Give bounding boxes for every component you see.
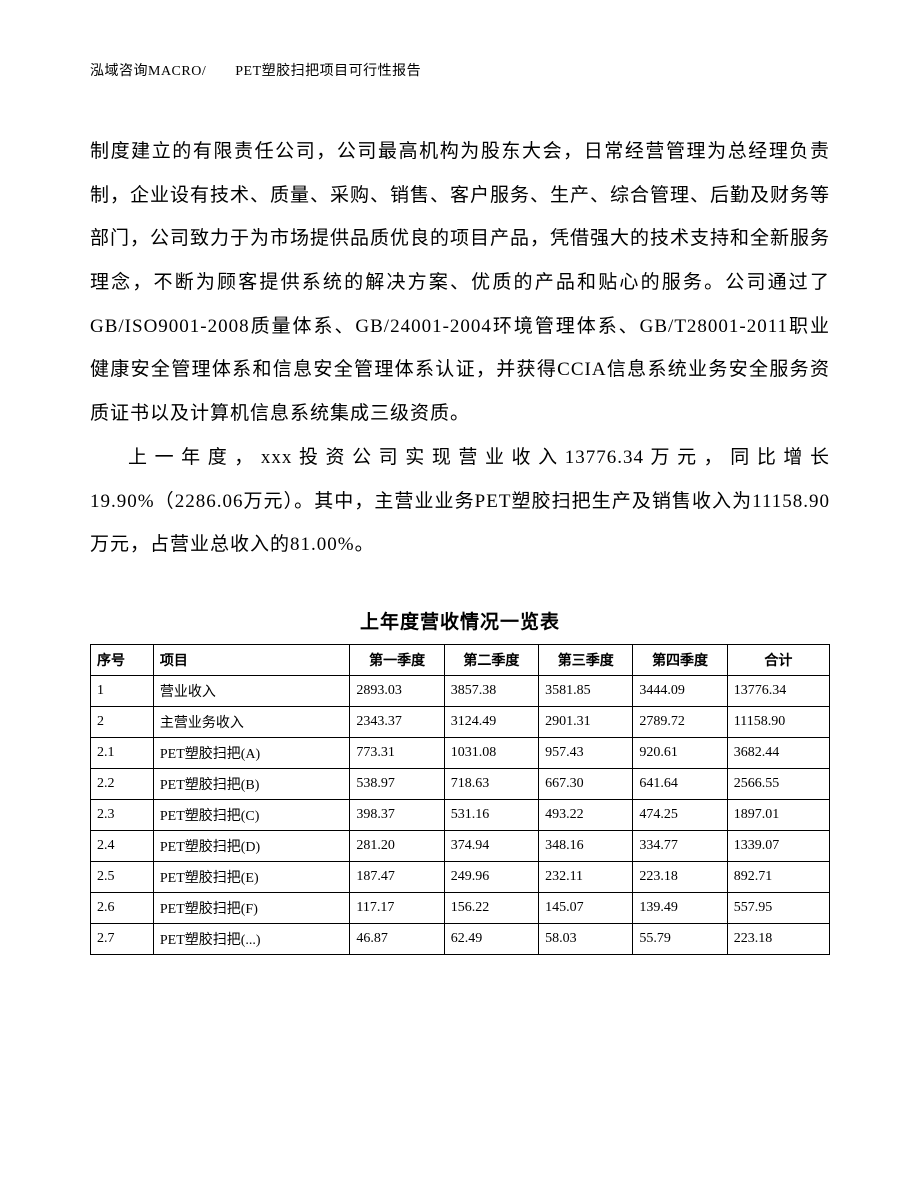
- cell-q3: 232.11: [539, 861, 633, 892]
- cell-total: 557.95: [727, 892, 829, 923]
- cell-q2: 156.22: [444, 892, 538, 923]
- cell-q4: 139.49: [633, 892, 727, 923]
- table-row: 2.3PET塑胶扫把(C)398.37531.16493.22474.25189…: [91, 799, 830, 830]
- table-title: 上年度营收情况一览表: [90, 607, 830, 634]
- page-header: 泓域咨询MACRO/ PET塑胶扫把项目可行性报告: [90, 60, 830, 80]
- cell-q3: 58.03: [539, 923, 633, 954]
- cell-q4: 55.79: [633, 923, 727, 954]
- cell-item: PET塑胶扫把(F): [153, 892, 350, 923]
- body-content: 制度建立的有限责任公司，公司最高机构为股东大会，日常经营管理为总经理负责制，企业…: [90, 130, 830, 567]
- cell-total: 223.18: [727, 923, 829, 954]
- cell-seq: 2.6: [91, 892, 154, 923]
- cell-total: 2566.55: [727, 768, 829, 799]
- header-text: 泓域咨询MACRO/ PET塑胶扫把项目可行性报告: [90, 64, 421, 79]
- cell-item: PET塑胶扫把(A): [153, 737, 350, 768]
- cell-total: 1339.07: [727, 830, 829, 861]
- cell-q3: 667.30: [539, 768, 633, 799]
- cell-q3: 2901.31: [539, 706, 633, 737]
- cell-q2: 718.63: [444, 768, 538, 799]
- cell-item: PET塑胶扫把(C): [153, 799, 350, 830]
- cell-seq: 2.7: [91, 923, 154, 954]
- cell-q4: 334.77: [633, 830, 727, 861]
- cell-q1: 46.87: [350, 923, 444, 954]
- table-row: 2.2PET塑胶扫把(B)538.97718.63667.30641.64256…: [91, 768, 830, 799]
- cell-item: PET塑胶扫把(D): [153, 830, 350, 861]
- table-row: 2.6PET塑胶扫把(F)117.17156.22145.07139.49557…: [91, 892, 830, 923]
- cell-q4: 474.25: [633, 799, 727, 830]
- cell-seq: 2.4: [91, 830, 154, 861]
- col-header-total: 合计: [727, 644, 829, 675]
- table-row: 2.4PET塑胶扫把(D)281.20374.94348.16334.77133…: [91, 830, 830, 861]
- cell-q2: 374.94: [444, 830, 538, 861]
- cell-total: 11158.90: [727, 706, 829, 737]
- cell-q1: 2893.03: [350, 675, 444, 706]
- cell-total: 3682.44: [727, 737, 829, 768]
- cell-q4: 2789.72: [633, 706, 727, 737]
- cell-q3: 3581.85: [539, 675, 633, 706]
- table-row: 2.1PET塑胶扫把(A)773.311031.08957.43920.6136…: [91, 737, 830, 768]
- cell-seq: 2.2: [91, 768, 154, 799]
- cell-q2: 3857.38: [444, 675, 538, 706]
- paragraph-2: 上一年度，xxx投资公司实现营业收入13776.34万元，同比增长19.90%（…: [90, 436, 830, 567]
- revenue-table: 序号 项目 第一季度 第二季度 第三季度 第四季度 合计 1营业收入2893.0…: [90, 644, 830, 955]
- cell-q1: 398.37: [350, 799, 444, 830]
- cell-seq: 2.1: [91, 737, 154, 768]
- cell-q1: 187.47: [350, 861, 444, 892]
- cell-q2: 1031.08: [444, 737, 538, 768]
- col-header-q4: 第四季度: [633, 644, 727, 675]
- cell-seq: 2: [91, 706, 154, 737]
- paragraph-1: 制度建立的有限责任公司，公司最高机构为股东大会，日常经营管理为总经理负责制，企业…: [90, 130, 830, 436]
- cell-q1: 773.31: [350, 737, 444, 768]
- cell-q3: 493.22: [539, 799, 633, 830]
- cell-item: PET塑胶扫把(...): [153, 923, 350, 954]
- cell-q4: 641.64: [633, 768, 727, 799]
- cell-item: 营业收入: [153, 675, 350, 706]
- cell-q4: 223.18: [633, 861, 727, 892]
- table-row: 1营业收入2893.033857.383581.853444.0913776.3…: [91, 675, 830, 706]
- cell-q3: 145.07: [539, 892, 633, 923]
- cell-seq: 2.3: [91, 799, 154, 830]
- col-header-seq: 序号: [91, 644, 154, 675]
- col-header-q2: 第二季度: [444, 644, 538, 675]
- cell-item: 主营业务收入: [153, 706, 350, 737]
- cell-item: PET塑胶扫把(E): [153, 861, 350, 892]
- cell-q2: 62.49: [444, 923, 538, 954]
- col-header-item: 项目: [153, 644, 350, 675]
- cell-total: 1897.01: [727, 799, 829, 830]
- cell-q4: 920.61: [633, 737, 727, 768]
- cell-item: PET塑胶扫把(B): [153, 768, 350, 799]
- cell-q4: 3444.09: [633, 675, 727, 706]
- cell-q1: 281.20: [350, 830, 444, 861]
- table-row: 2.7PET塑胶扫把(...)46.8762.4958.0355.79223.1…: [91, 923, 830, 954]
- cell-q1: 117.17: [350, 892, 444, 923]
- cell-seq: 2.5: [91, 861, 154, 892]
- cell-q1: 538.97: [350, 768, 444, 799]
- cell-q3: 957.43: [539, 737, 633, 768]
- cell-q2: 531.16: [444, 799, 538, 830]
- table-row: 2主营业务收入2343.373124.492901.312789.7211158…: [91, 706, 830, 737]
- table-header-row: 序号 项目 第一季度 第二季度 第三季度 第四季度 合计: [91, 644, 830, 675]
- cell-total: 13776.34: [727, 675, 829, 706]
- cell-q1: 2343.37: [350, 706, 444, 737]
- cell-total: 892.71: [727, 861, 829, 892]
- table-row: 2.5PET塑胶扫把(E)187.47249.96232.11223.18892…: [91, 861, 830, 892]
- col-header-q1: 第一季度: [350, 644, 444, 675]
- cell-q2: 3124.49: [444, 706, 538, 737]
- cell-q3: 348.16: [539, 830, 633, 861]
- col-header-q3: 第三季度: [539, 644, 633, 675]
- cell-seq: 1: [91, 675, 154, 706]
- cell-q2: 249.96: [444, 861, 538, 892]
